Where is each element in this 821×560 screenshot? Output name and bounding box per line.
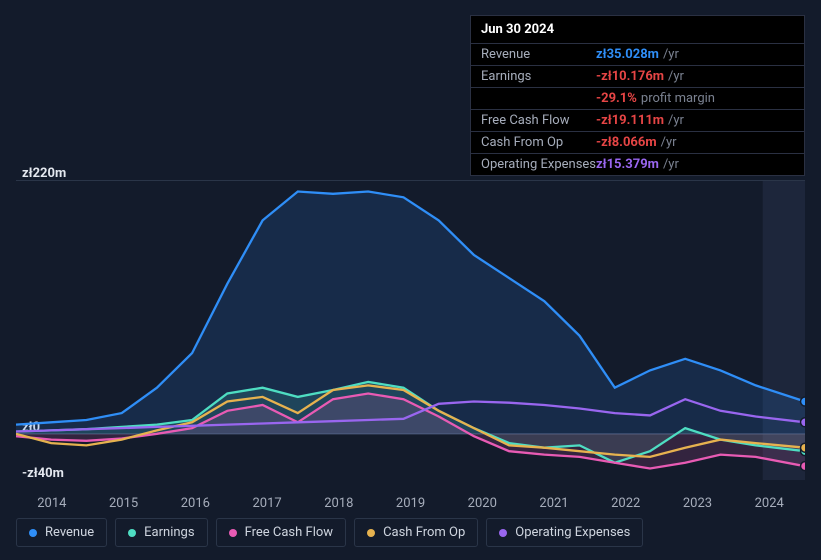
legend-label: Earnings (144, 525, 194, 540)
legend-item-free-cash-flow[interactable]: Free Cash Flow (216, 518, 346, 547)
tooltip-row-suffix: /yr (663, 47, 679, 62)
tooltip-row: Free Cash Flow-zł19.111m/yr (471, 110, 804, 132)
legend-dot-icon (29, 529, 37, 537)
x-axis-labels: 2014201520162017201820192020202120222023… (16, 496, 805, 511)
series-end-dot (801, 462, 806, 471)
chart-plot (16, 180, 805, 480)
tooltip-row-suffix: /yr (663, 157, 679, 172)
tooltip-row-suffix: /yr (668, 113, 684, 128)
legend-dot-icon (128, 529, 136, 537)
x-axis-label: 2024 (733, 496, 805, 511)
legend-label: Cash From Op (383, 525, 465, 540)
tooltip-row-value: -zł19.111m (596, 113, 664, 128)
x-axis-label: 2021 (518, 496, 590, 511)
legend-label: Revenue (45, 525, 94, 540)
legend-item-revenue[interactable]: Revenue (16, 518, 107, 547)
chart-tooltip: Jun 30 2024 Revenuezł35.028m/yrEarnings-… (470, 15, 805, 176)
tooltip-row-label: Operating Expenses (481, 157, 596, 172)
x-axis-label: 2018 (303, 496, 375, 511)
tooltip-row: Cash From Op-zł8.066m/yr (471, 132, 804, 154)
legend-label: Operating Expenses (515, 525, 630, 540)
x-axis-label: 2020 (446, 496, 518, 511)
tooltip-row: -29.1% profit margin (471, 88, 804, 110)
financial-chart: Jun 30 2024 Revenuezł35.028m/yrEarnings-… (0, 0, 821, 560)
tooltip-row-value: -zł8.066m (596, 135, 657, 150)
x-axis-label: 2015 (88, 496, 160, 511)
tooltip-row-suffix: profit margin (641, 91, 715, 106)
x-axis-label: 2022 (590, 496, 662, 511)
tooltip-row: Operating Expenseszł15.379m/yr (471, 154, 804, 175)
legend-item-earnings[interactable]: Earnings (115, 518, 207, 547)
tooltip-row-label: Cash From Op (481, 135, 596, 150)
legend-item-cash-from-op[interactable]: Cash From Op (354, 518, 478, 547)
legend-dot-icon (229, 529, 237, 537)
tooltip-row-value: -29.1% (596, 91, 637, 106)
tooltip-row-label: Free Cash Flow (481, 113, 596, 128)
tooltip-row-suffix: /yr (668, 69, 684, 84)
y-axis-label: zł220m (22, 166, 66, 181)
x-axis-label: 2017 (231, 496, 303, 511)
tooltip-row-value: zł15.379m (596, 157, 659, 172)
tooltip-row-label: Earnings (481, 69, 596, 84)
x-axis-label: 2019 (375, 496, 447, 511)
legend-dot-icon (499, 529, 507, 537)
tooltip-date: Jun 30 2024 (471, 16, 804, 44)
chart-legend: Revenue Earnings Free Cash Flow Cash From O… (16, 518, 643, 547)
tooltip-row-label: Revenue (481, 47, 596, 62)
tooltip-row-value: zł35.028m (596, 47, 659, 62)
x-axis-label: 2023 (662, 496, 734, 511)
series-end-dot (801, 418, 806, 427)
tooltip-row-value: -zł10.176m (596, 69, 664, 84)
legend-dot-icon (367, 529, 375, 537)
series-end-dot (801, 397, 806, 406)
x-axis-label: 2016 (159, 496, 231, 511)
legend-item-operating-expenses[interactable]: Operating Expenses (486, 518, 643, 547)
tooltip-row: Earnings-zł10.176m/yr (471, 66, 804, 88)
series-end-dot (801, 443, 806, 452)
tooltip-row: Revenuezł35.028m/yr (471, 44, 804, 66)
legend-label: Free Cash Flow (245, 525, 333, 540)
tooltip-row-suffix: /yr (661, 135, 677, 150)
x-axis-label: 2014 (16, 496, 88, 511)
